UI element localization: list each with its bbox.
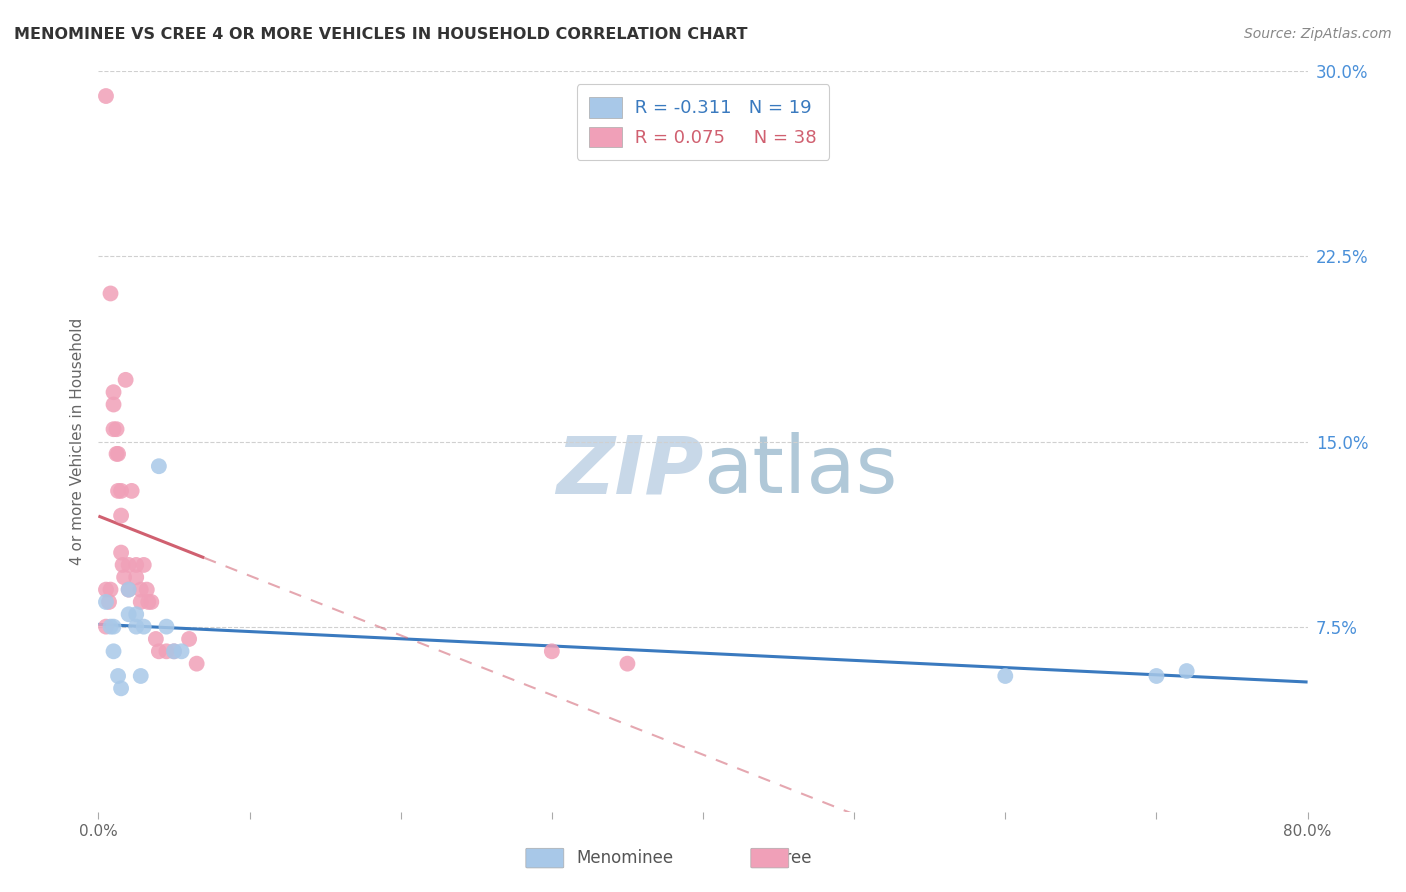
Point	[1144, 669, 1167, 683]
Point	[110, 681, 132, 696]
Point	[170, 644, 193, 658]
Point	[103, 644, 125, 658]
Point	[1175, 664, 1198, 678]
Point	[100, 286, 122, 301]
Point	[105, 447, 128, 461]
Point	[136, 595, 159, 609]
Text: MENOMINEE VS CREE 4 OR MORE VEHICLES IN HOUSEHOLD CORRELATION CHART: MENOMINEE VS CREE 4 OR MORE VEHICLES IN …	[14, 27, 748, 42]
Y-axis label: 4 or more Vehicles in Household: 4 or more Vehicles in Household	[69, 318, 84, 566]
Point	[129, 669, 152, 683]
Point	[110, 483, 132, 498]
Point	[100, 619, 122, 633]
Point	[107, 483, 129, 498]
Point	[103, 619, 125, 633]
Point	[110, 508, 132, 523]
Point	[135, 582, 157, 597]
Point	[994, 669, 1017, 683]
Point	[125, 619, 148, 633]
Point	[118, 582, 141, 597]
Text: Source: ZipAtlas.com: Source: ZipAtlas.com	[1244, 27, 1392, 41]
Point	[125, 570, 148, 584]
Point	[616, 657, 638, 671]
Text: ZIP: ZIP	[555, 432, 703, 510]
Point	[118, 582, 141, 597]
Point	[125, 607, 148, 622]
Point	[132, 619, 155, 633]
Point	[155, 619, 177, 633]
Point	[155, 644, 177, 658]
Point	[103, 398, 125, 412]
Point	[114, 373, 136, 387]
Point	[132, 558, 155, 572]
Point	[118, 558, 141, 572]
Point	[107, 447, 129, 461]
Point	[110, 546, 132, 560]
Text: Cree: Cree	[773, 849, 811, 867]
Point	[107, 669, 129, 683]
Point	[98, 595, 121, 609]
Text: atlas: atlas	[703, 432, 897, 510]
Point	[179, 632, 201, 646]
Point	[112, 570, 135, 584]
Point	[118, 607, 141, 622]
Point	[186, 657, 208, 671]
Point	[145, 632, 167, 646]
Point	[94, 89, 117, 103]
Point	[148, 644, 170, 658]
Point	[103, 385, 125, 400]
Point	[111, 558, 134, 572]
Point	[105, 422, 128, 436]
Text: Menominee: Menominee	[576, 849, 673, 867]
Point	[94, 619, 117, 633]
Point	[163, 644, 186, 658]
Point	[121, 483, 143, 498]
Point	[125, 558, 148, 572]
Point	[94, 582, 117, 597]
Point	[103, 422, 125, 436]
Point	[129, 595, 152, 609]
Point	[163, 644, 186, 658]
Legend:  R = -0.311   N = 19,  R = 0.075     N = 38: R = -0.311 N = 19, R = 0.075 N = 38	[576, 84, 830, 160]
Point	[100, 582, 122, 597]
Point	[129, 582, 152, 597]
Point	[148, 459, 170, 474]
Point	[141, 595, 163, 609]
Point	[94, 595, 117, 609]
Point	[540, 644, 562, 658]
